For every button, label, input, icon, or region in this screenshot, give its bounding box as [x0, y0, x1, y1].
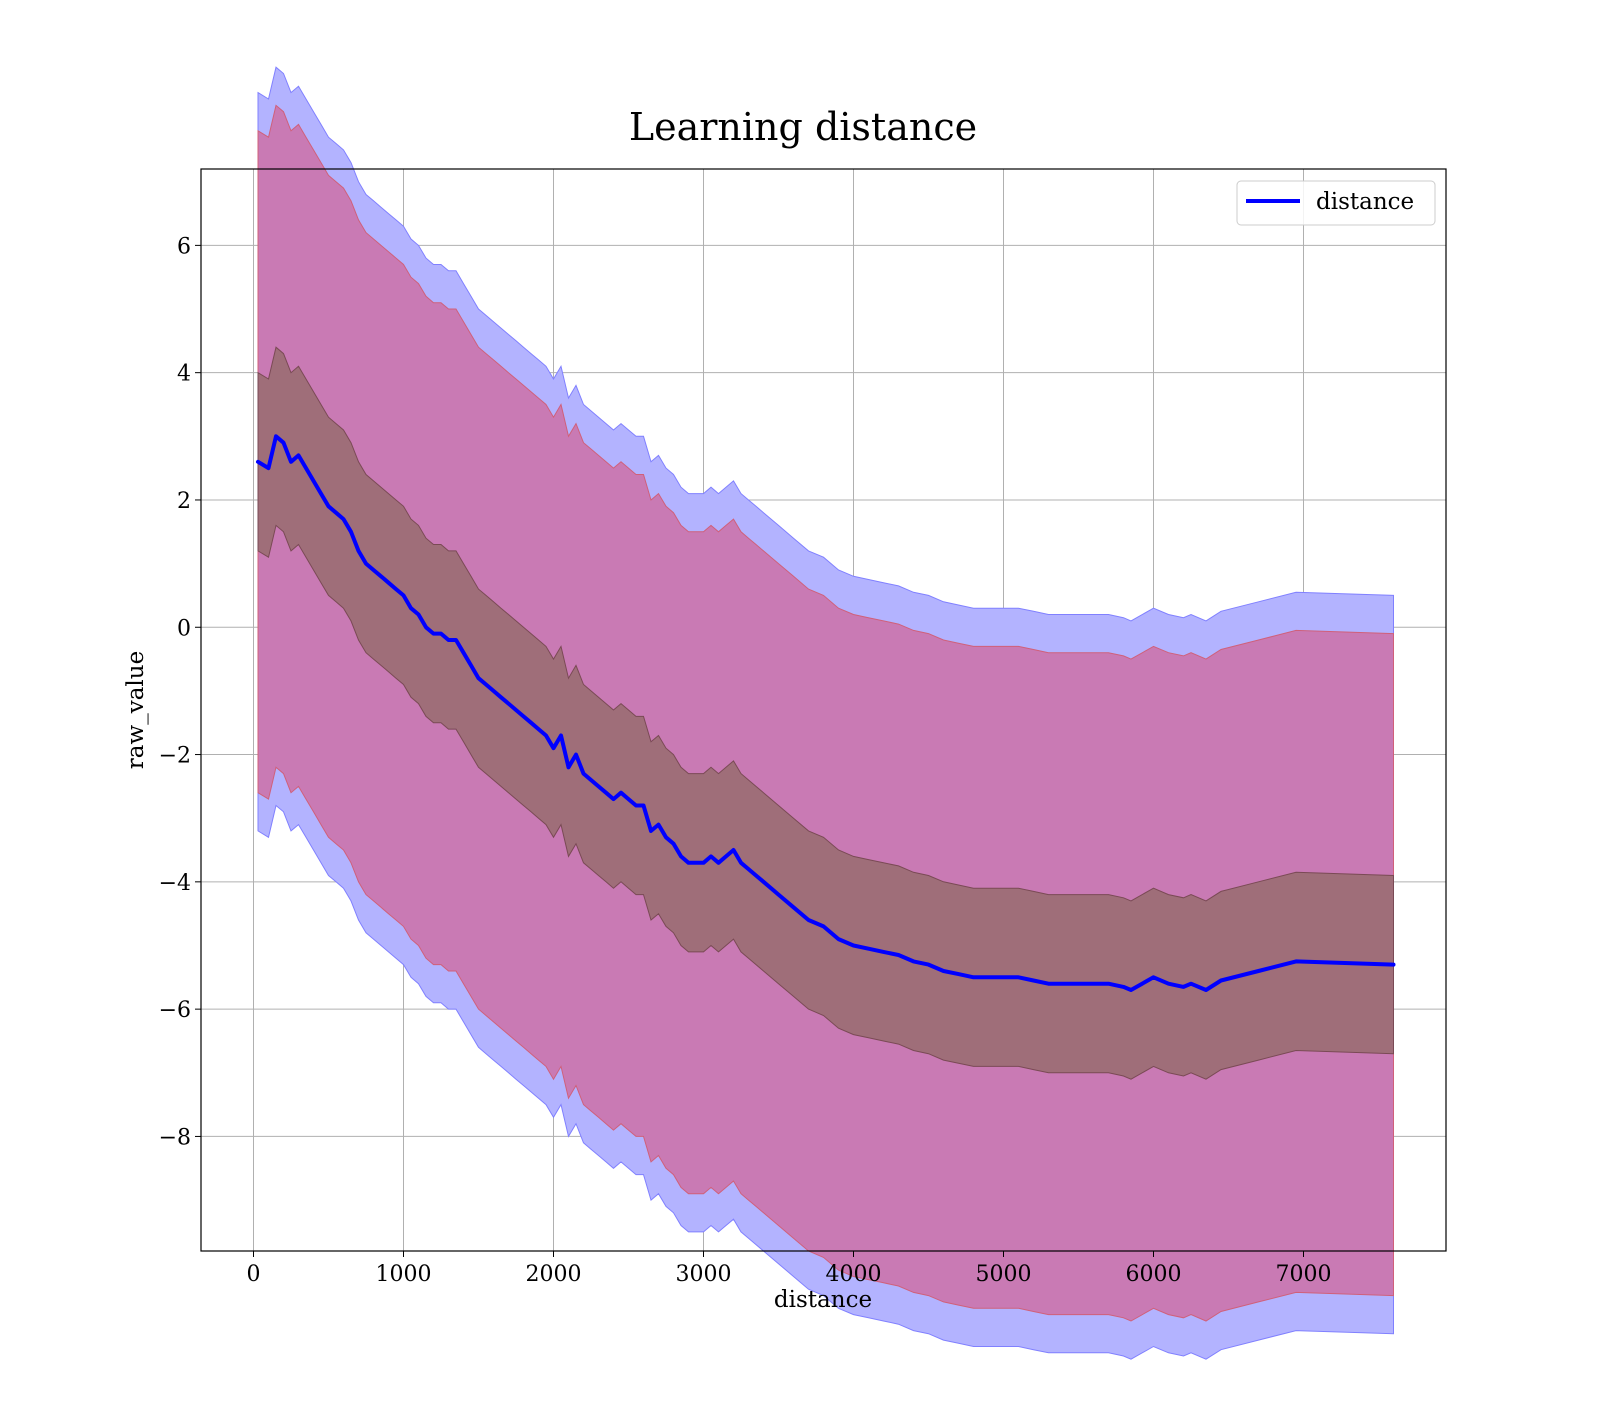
y-tick-label: −2: [159, 744, 191, 769]
x-tick-label: 0: [247, 1262, 261, 1287]
series-lines: [256, 434, 1396, 992]
x-tick-label: 4000: [826, 1262, 882, 1287]
y-tick-label: 4: [177, 362, 191, 387]
x-tick-label: 2000: [526, 1262, 582, 1287]
y-axis-ticks: −8 −6 −4 −2 0 2 4 6: [159, 234, 201, 1150]
y-axis-label: raw_value: [123, 651, 149, 769]
y-tick-label: 0: [177, 616, 191, 641]
series-line-distance: [256, 434, 1396, 992]
x-tick-label: 5000: [976, 1262, 1032, 1287]
chart-title: Learning distance: [629, 105, 977, 149]
plot-frame: [200, 168, 1447, 1252]
legend-box: [1236, 180, 1436, 226]
y-tick-label: −4: [159, 871, 191, 896]
x-tick-label: 1000: [376, 1262, 432, 1287]
inner-band: [257, 346, 1394, 1080]
y-tick-label: −6: [159, 998, 191, 1023]
y-tick-label: 6: [177, 234, 191, 259]
confidence-bands: [257, 66, 1394, 1360]
x-axis-label: distance: [774, 1287, 872, 1313]
x-tick-label: 7000: [1276, 1262, 1332, 1287]
legend: distance: [1236, 180, 1436, 226]
y-tick-label: 2: [177, 489, 191, 514]
x-tick-label: 6000: [1126, 1262, 1182, 1287]
x-axis-ticks: 0 1000 2000 3000 4000 5000 6000 7000: [247, 1251, 1332, 1287]
y-tick-label: −8: [159, 1125, 191, 1150]
x-tick-label: 3000: [676, 1262, 732, 1287]
legend-label-distance: distance: [1316, 189, 1414, 215]
